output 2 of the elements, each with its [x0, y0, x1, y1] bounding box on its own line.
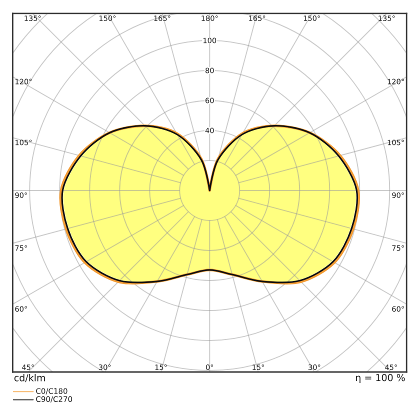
- text: η = 100 %: [356, 374, 405, 384]
- text: cd/klm: [14, 374, 45, 382]
